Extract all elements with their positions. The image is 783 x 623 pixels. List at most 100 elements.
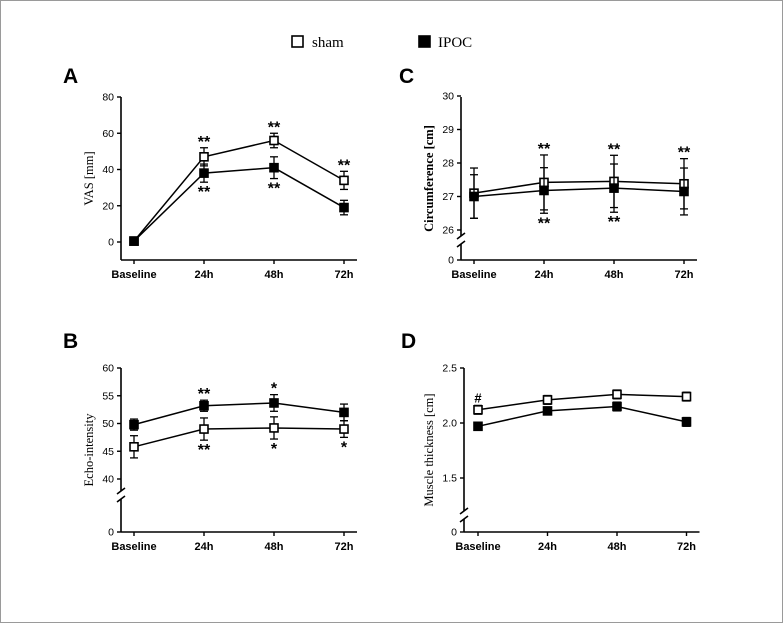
x-tick-label: 24h [195,269,214,281]
data-point [129,419,139,430]
panel-letter: C [399,65,414,88]
y-tick-label: 80 [102,92,114,104]
axis-break-mark [459,515,469,523]
y-tick-label: 40 [102,474,114,486]
y-tick-label: 2.0 [442,418,457,430]
significance-below: * [271,441,278,458]
axis-break-mark [116,495,126,503]
x-tick-label: 48h [265,541,284,553]
series-line [477,393,687,411]
y-tick-label: 0 [108,527,114,539]
y-axis-label: Circumference [cm] [422,125,436,232]
significance-below: * [341,439,348,456]
x-tick-label: 24h [195,541,214,553]
data-point [473,421,483,432]
data-point [609,183,619,193]
y-tick-label: 28 [442,158,454,170]
y-tick-label: 0 [448,255,454,267]
series-sham [469,154,689,219]
y-tick-label: 50 [102,418,114,430]
data-point [269,135,279,146]
series-line [473,180,685,194]
y-tick-label: 60 [102,363,114,375]
series-sham [129,132,349,246]
x-tick-label: Baseline [451,269,496,281]
data-point [681,391,692,402]
data-point [612,389,622,400]
series-ipoc [473,401,692,432]
legend: sham IPOC [291,35,472,51]
significance-below: ** [268,181,281,198]
panel-C: C 0 26 27 28 29 30 Baseline 24h 48h 72h Circumferen… [399,65,697,281]
series-line [133,139,345,242]
series-sham [129,416,349,459]
significance-above: # [474,390,482,405]
x-tick-label: Baseline [111,541,156,553]
x-tick-label: 72h [677,541,696,553]
data-point [199,400,209,411]
data-point [612,401,622,412]
axis-break-mark [116,487,126,495]
series-line [473,187,685,198]
significance-below: ** [198,442,211,459]
data-point [339,407,349,418]
panel-letter: B [63,330,78,353]
panel-D: D 0 1.5 2.0 2.5 Baseline 24h 48h 72h Muscle thick… [401,330,700,553]
panel-letter: D [401,330,416,353]
series-line [477,405,687,428]
data-point [199,168,209,178]
significance-above: * [271,381,278,398]
data-point [269,162,279,173]
y-tick-label: 45 [102,446,114,458]
significance-above: ** [268,119,281,136]
data-point [129,442,139,452]
data-point [473,404,483,415]
y-tick-label: 26 [442,225,454,237]
series-line [133,402,345,426]
y-tick-label: 2.5 [442,363,457,375]
y-tick-label: 0 [108,237,114,249]
series-ipoc [469,163,689,219]
data-point [269,398,279,408]
data-point [542,395,553,405]
panel-letter: A [63,65,78,88]
data-point [469,191,479,202]
x-tick-label: 48h [265,269,284,281]
y-tick-label: 20 [102,200,114,212]
y-tick-label: 29 [442,124,454,136]
significance-above: ** [338,157,351,174]
data-point [199,424,209,434]
legend-label-sham: sham [312,35,344,51]
x-tick-label: 48h [608,541,627,553]
data-point [339,202,349,213]
axis-break-mark [456,232,466,240]
y-tick-label: 1.5 [442,473,457,485]
x-tick-label: 24h [538,541,557,553]
data-point [339,175,349,186]
significance-above: ** [198,386,211,403]
data-point [542,406,553,416]
series-ipoc [129,393,349,431]
legend-marker-sham [291,35,304,48]
data-point [129,236,139,246]
data-point [679,186,689,197]
y-tick-label: 55 [102,390,114,402]
significance-above: ** [198,134,211,151]
panel-B: B 0 40 45 50 55 60 Baseline 24h 48h 72h Echo-intens… [63,330,357,553]
y-tick-label: 27 [442,191,454,203]
y-tick-label: 30 [442,91,454,103]
x-tick-label: 24h [535,269,554,281]
y-axis-label: Echo-intensity [82,413,96,487]
legend-marker-ipoc [418,35,431,48]
significance-below: ** [198,184,211,201]
data-point [539,185,549,196]
y-axis-label: Muscle thickness [cm] [422,393,436,506]
significance-above: ** [678,145,691,162]
data-point [339,424,349,434]
axis-break-mark [456,240,466,248]
significance-above: ** [608,141,621,158]
x-tick-label: Baseline [455,541,500,553]
data-point [199,152,209,162]
